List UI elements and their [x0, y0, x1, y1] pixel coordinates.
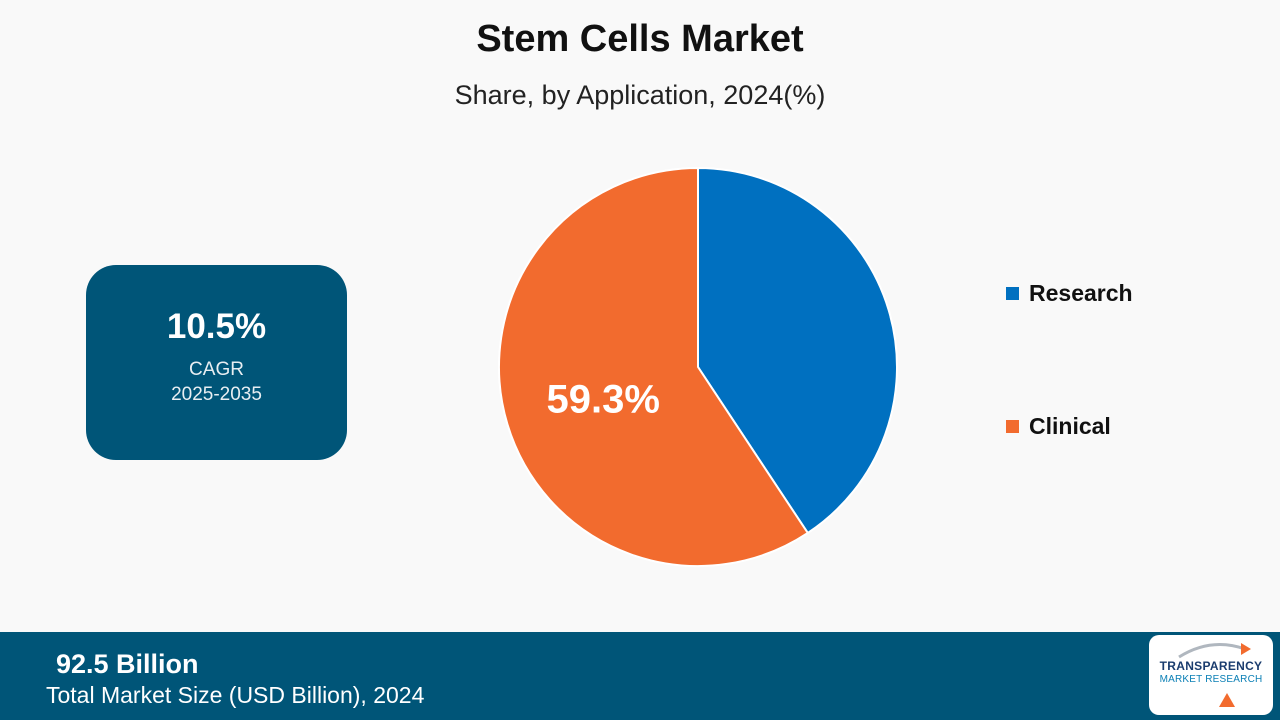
logo-subname: MARKET RESEARCH: [1159, 674, 1263, 685]
cagr-card: 10.5% CAGR 2025-2035: [86, 265, 347, 460]
cagr-value: 10.5%: [166, 307, 267, 346]
market-size-value: 92.5 Billion: [56, 649, 199, 679]
logo-swoosh-icon: [1178, 643, 1251, 707]
legend-swatch-research: [1006, 287, 1019, 300]
legend-swatch-clinical: [1006, 420, 1019, 433]
logo-name: TRANSPARENCY: [1159, 659, 1263, 673]
data-label-clinical: 59.3%: [546, 378, 659, 422]
chart-title: Stem Cells Market: [476, 18, 804, 60]
pie-slice-clinical: [498, 166, 810, 567]
company-logo: TRANSPARENCY MARKET RESEARCH: [1149, 635, 1273, 715]
legend-label-clinical: Clinical: [1029, 413, 1111, 439]
cagr-period: 2025-2035: [171, 384, 262, 405]
chart-subtitle: Share, by Application, 2024(%): [454, 80, 826, 110]
footer-bar: 92.5 Billion Total Market Size (USD Bill…: [0, 632, 1280, 720]
legend-item-clinical: Clinical: [1006, 413, 1111, 440]
legend-label-research: Research: [1029, 280, 1133, 306]
market-size-label: Total Market Size (USD Billion), 2024: [46, 682, 425, 708]
cagr-label: CAGR: [189, 359, 244, 380]
legend-item-research: Research: [1006, 280, 1133, 307]
